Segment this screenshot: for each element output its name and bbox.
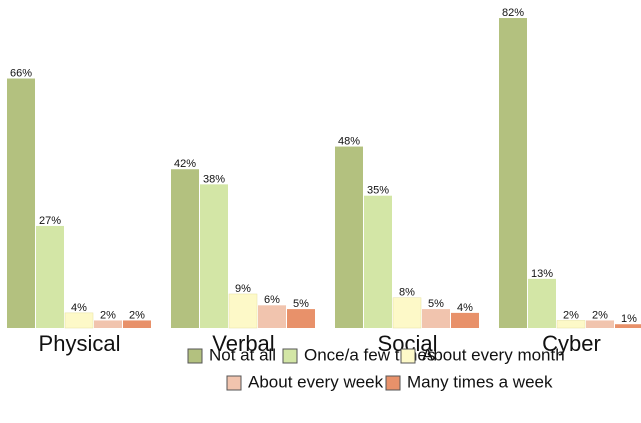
value-label: 82% (502, 7, 524, 19)
category-label: Physical (39, 331, 121, 356)
value-label: 9% (235, 283, 251, 295)
legend-label: About every week (248, 372, 384, 391)
bar (36, 225, 64, 328)
value-label: 2% (563, 309, 579, 321)
bar (287, 309, 315, 328)
value-label: 66% (10, 67, 32, 79)
bar (422, 309, 450, 328)
legend-label: Many times a week (407, 372, 553, 391)
value-label: 4% (71, 302, 87, 314)
bar (7, 78, 35, 329)
legend-swatch (385, 375, 401, 391)
bar (451, 312, 479, 328)
bar (258, 305, 286, 328)
bar (499, 18, 527, 328)
value-label: 4% (457, 302, 473, 314)
bar (94, 320, 122, 328)
value-label: 2% (100, 309, 116, 321)
legend-label: Not at all (209, 345, 276, 364)
bar (556, 320, 586, 329)
bar (528, 278, 556, 328)
legend-swatch (226, 375, 242, 391)
value-label: 42% (174, 158, 196, 170)
bar (64, 312, 94, 329)
value-label: 6% (264, 294, 280, 306)
bar (335, 146, 363, 328)
value-label: 27% (39, 215, 61, 227)
value-label: 38% (203, 173, 225, 185)
bar (392, 297, 422, 329)
legend-label: About every month (422, 345, 565, 364)
value-label: 2% (592, 309, 608, 321)
value-label: 35% (367, 185, 389, 197)
legend-swatch (282, 348, 298, 364)
legend-swatch (187, 348, 203, 364)
bar (615, 324, 641, 328)
legend-label: Once/a few times (304, 345, 435, 364)
category-label: Cyber (542, 331, 601, 356)
value-label: 13% (531, 268, 553, 280)
bar (123, 320, 151, 328)
value-label: 48% (338, 135, 360, 147)
value-label: 8% (399, 287, 415, 299)
value-label: 2% (129, 309, 145, 321)
legend-swatch (400, 348, 416, 364)
bar (364, 195, 392, 328)
value-label: 1% (621, 313, 637, 325)
bar (171, 169, 199, 328)
value-label: 5% (293, 298, 309, 310)
value-label: 5% (428, 298, 444, 310)
bar (200, 184, 228, 328)
bar (228, 293, 258, 329)
category-label: Verbal (212, 331, 274, 356)
bar (586, 320, 614, 328)
